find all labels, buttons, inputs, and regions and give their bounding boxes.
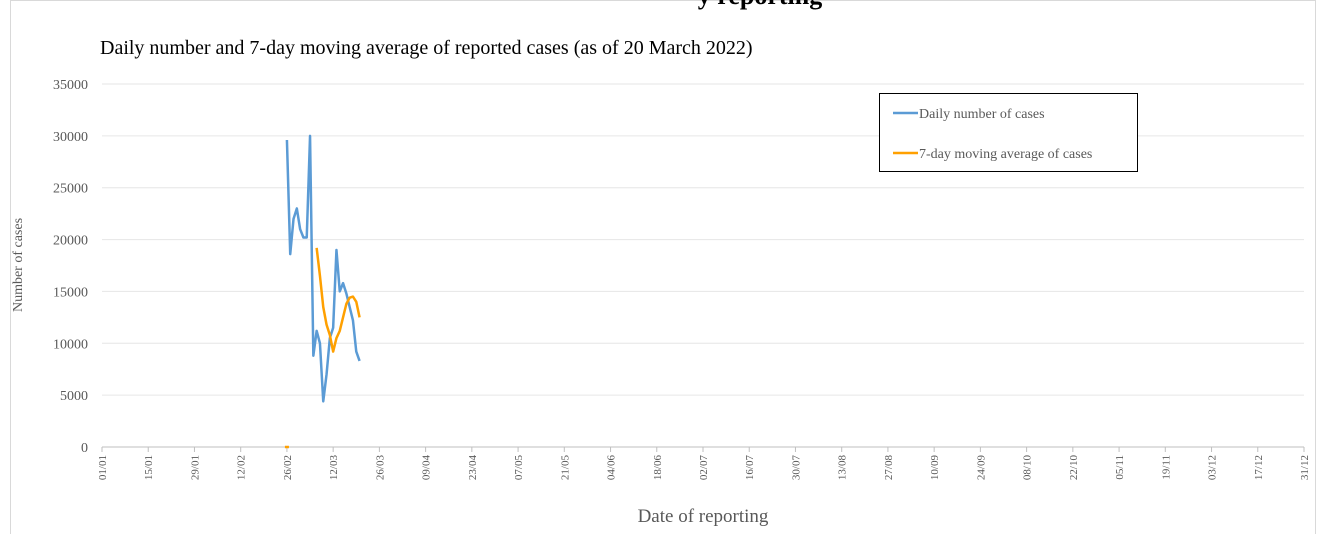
x-tick-label: 10/09 [929,455,941,481]
y-tick-label: 5000 [60,389,88,404]
x-tick-label: 07/05 [513,455,525,481]
x-tick-label: 03/12 [1207,455,1219,480]
x-tick-label: 22/10 [1068,455,1080,481]
x-tick-label: 29/01 [189,455,201,480]
x-tick-label: 18/06 [652,455,664,481]
x-tick-label: 19/11 [1160,455,1172,480]
x-axis-title: Date of reporting [638,506,769,527]
legend-box [879,93,1138,172]
chart-title: Daily number and 7-day moving average of… [100,37,753,59]
y-tick-label: 10000 [53,337,88,352]
x-tick-label: 16/07 [744,455,756,481]
x-tick-label: 23/04 [467,455,479,481]
legend-label: Daily number of cases [919,107,1045,122]
x-tick-label: 27/08 [883,455,895,481]
x-tick-label: 09/04 [421,455,433,481]
x-tick-label: 30/07 [790,455,802,481]
x-tick-label: 05/11 [1114,455,1126,480]
data-line [285,134,361,403]
x-tick-label: 08/10 [1022,455,1034,481]
x-tick-label: 12/02 [236,455,248,480]
x-tick-label: 04/06 [606,455,618,481]
x-tick-label: 24/09 [975,455,987,481]
x-tick-label: 02/07 [698,455,710,481]
x-tick-label: 17/12 [1253,455,1265,480]
x-tick-label: 01/01 [97,455,109,480]
legend-label: 7-day moving average of cases [919,147,1092,162]
y-tick-label: 30000 [53,130,88,145]
x-tick-label: 13/08 [837,455,849,481]
x-tick-label: 15/01 [143,455,155,480]
x-tick-label: 31/12 [1299,455,1311,480]
y-tick-label: 15000 [53,285,88,300]
x-tick-label: 26/03 [374,455,386,481]
y-tick-label: 20000 [53,234,88,249]
y-tick-label: 35000 [53,78,88,93]
chart-frame [10,0,1316,534]
y-tick-label: 0 [81,441,88,456]
y-axis-title: Number of cases [11,218,26,312]
data-line [284,247,361,449]
y-tick-label: 25000 [53,182,88,197]
x-tick-label: 12/03 [328,455,340,481]
page-heading: y reporting [698,0,822,10]
x-tick-label: 21/05 [559,455,571,481]
x-tick-label: 26/02 [282,455,294,480]
